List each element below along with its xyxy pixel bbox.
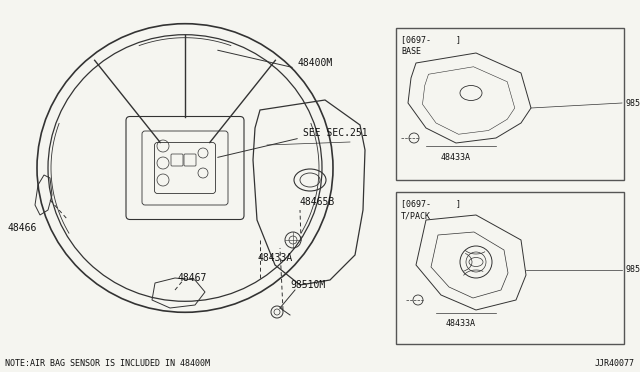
- Text: 98510M: 98510M: [626, 266, 640, 275]
- Text: 48433A: 48433A: [441, 154, 471, 163]
- Text: 98510M: 98510M: [290, 280, 325, 290]
- Text: 48465B: 48465B: [300, 197, 335, 207]
- Text: 48466: 48466: [8, 223, 37, 233]
- Text: T/PACK: T/PACK: [401, 212, 431, 221]
- Text: [0697-     ]: [0697- ]: [401, 35, 461, 45]
- Text: 48433A: 48433A: [446, 318, 476, 327]
- Bar: [396, 192, 624, 344]
- Text: 98510M: 98510M: [626, 99, 640, 108]
- Text: 48467: 48467: [178, 273, 207, 283]
- Text: 48400M: 48400M: [298, 58, 333, 68]
- Text: JJR40077: JJR40077: [595, 359, 635, 369]
- Bar: [396, 28, 624, 180]
- Text: [0697-     ]: [0697- ]: [401, 199, 461, 208]
- Text: SEE SEC.251: SEE SEC.251: [303, 128, 367, 138]
- Text: 48433A: 48433A: [258, 253, 293, 263]
- Text: NOTE:AIR BAG SENSOR IS INCLUDED IN 48400M: NOTE:AIR BAG SENSOR IS INCLUDED IN 48400…: [5, 359, 210, 369]
- Text: BASE: BASE: [401, 48, 421, 57]
